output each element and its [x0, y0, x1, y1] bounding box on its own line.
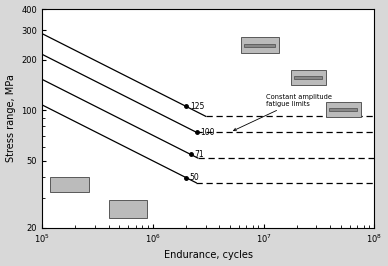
- Text: Constant amplitude
fatigue limits: Constant amplitude fatigue limits: [234, 94, 332, 131]
- Text: 71: 71: [194, 150, 204, 159]
- X-axis label: Endurance, cycles: Endurance, cycles: [164, 251, 253, 260]
- Text: 125: 125: [190, 102, 204, 111]
- Text: 50: 50: [190, 173, 199, 182]
- Y-axis label: Stress range, MPa: Stress range, MPa: [5, 74, 16, 162]
- Text: 100: 100: [201, 128, 215, 137]
- Text: Curves stop at
static design
limit: Curves stop at static design limit: [0, 265, 1, 266]
